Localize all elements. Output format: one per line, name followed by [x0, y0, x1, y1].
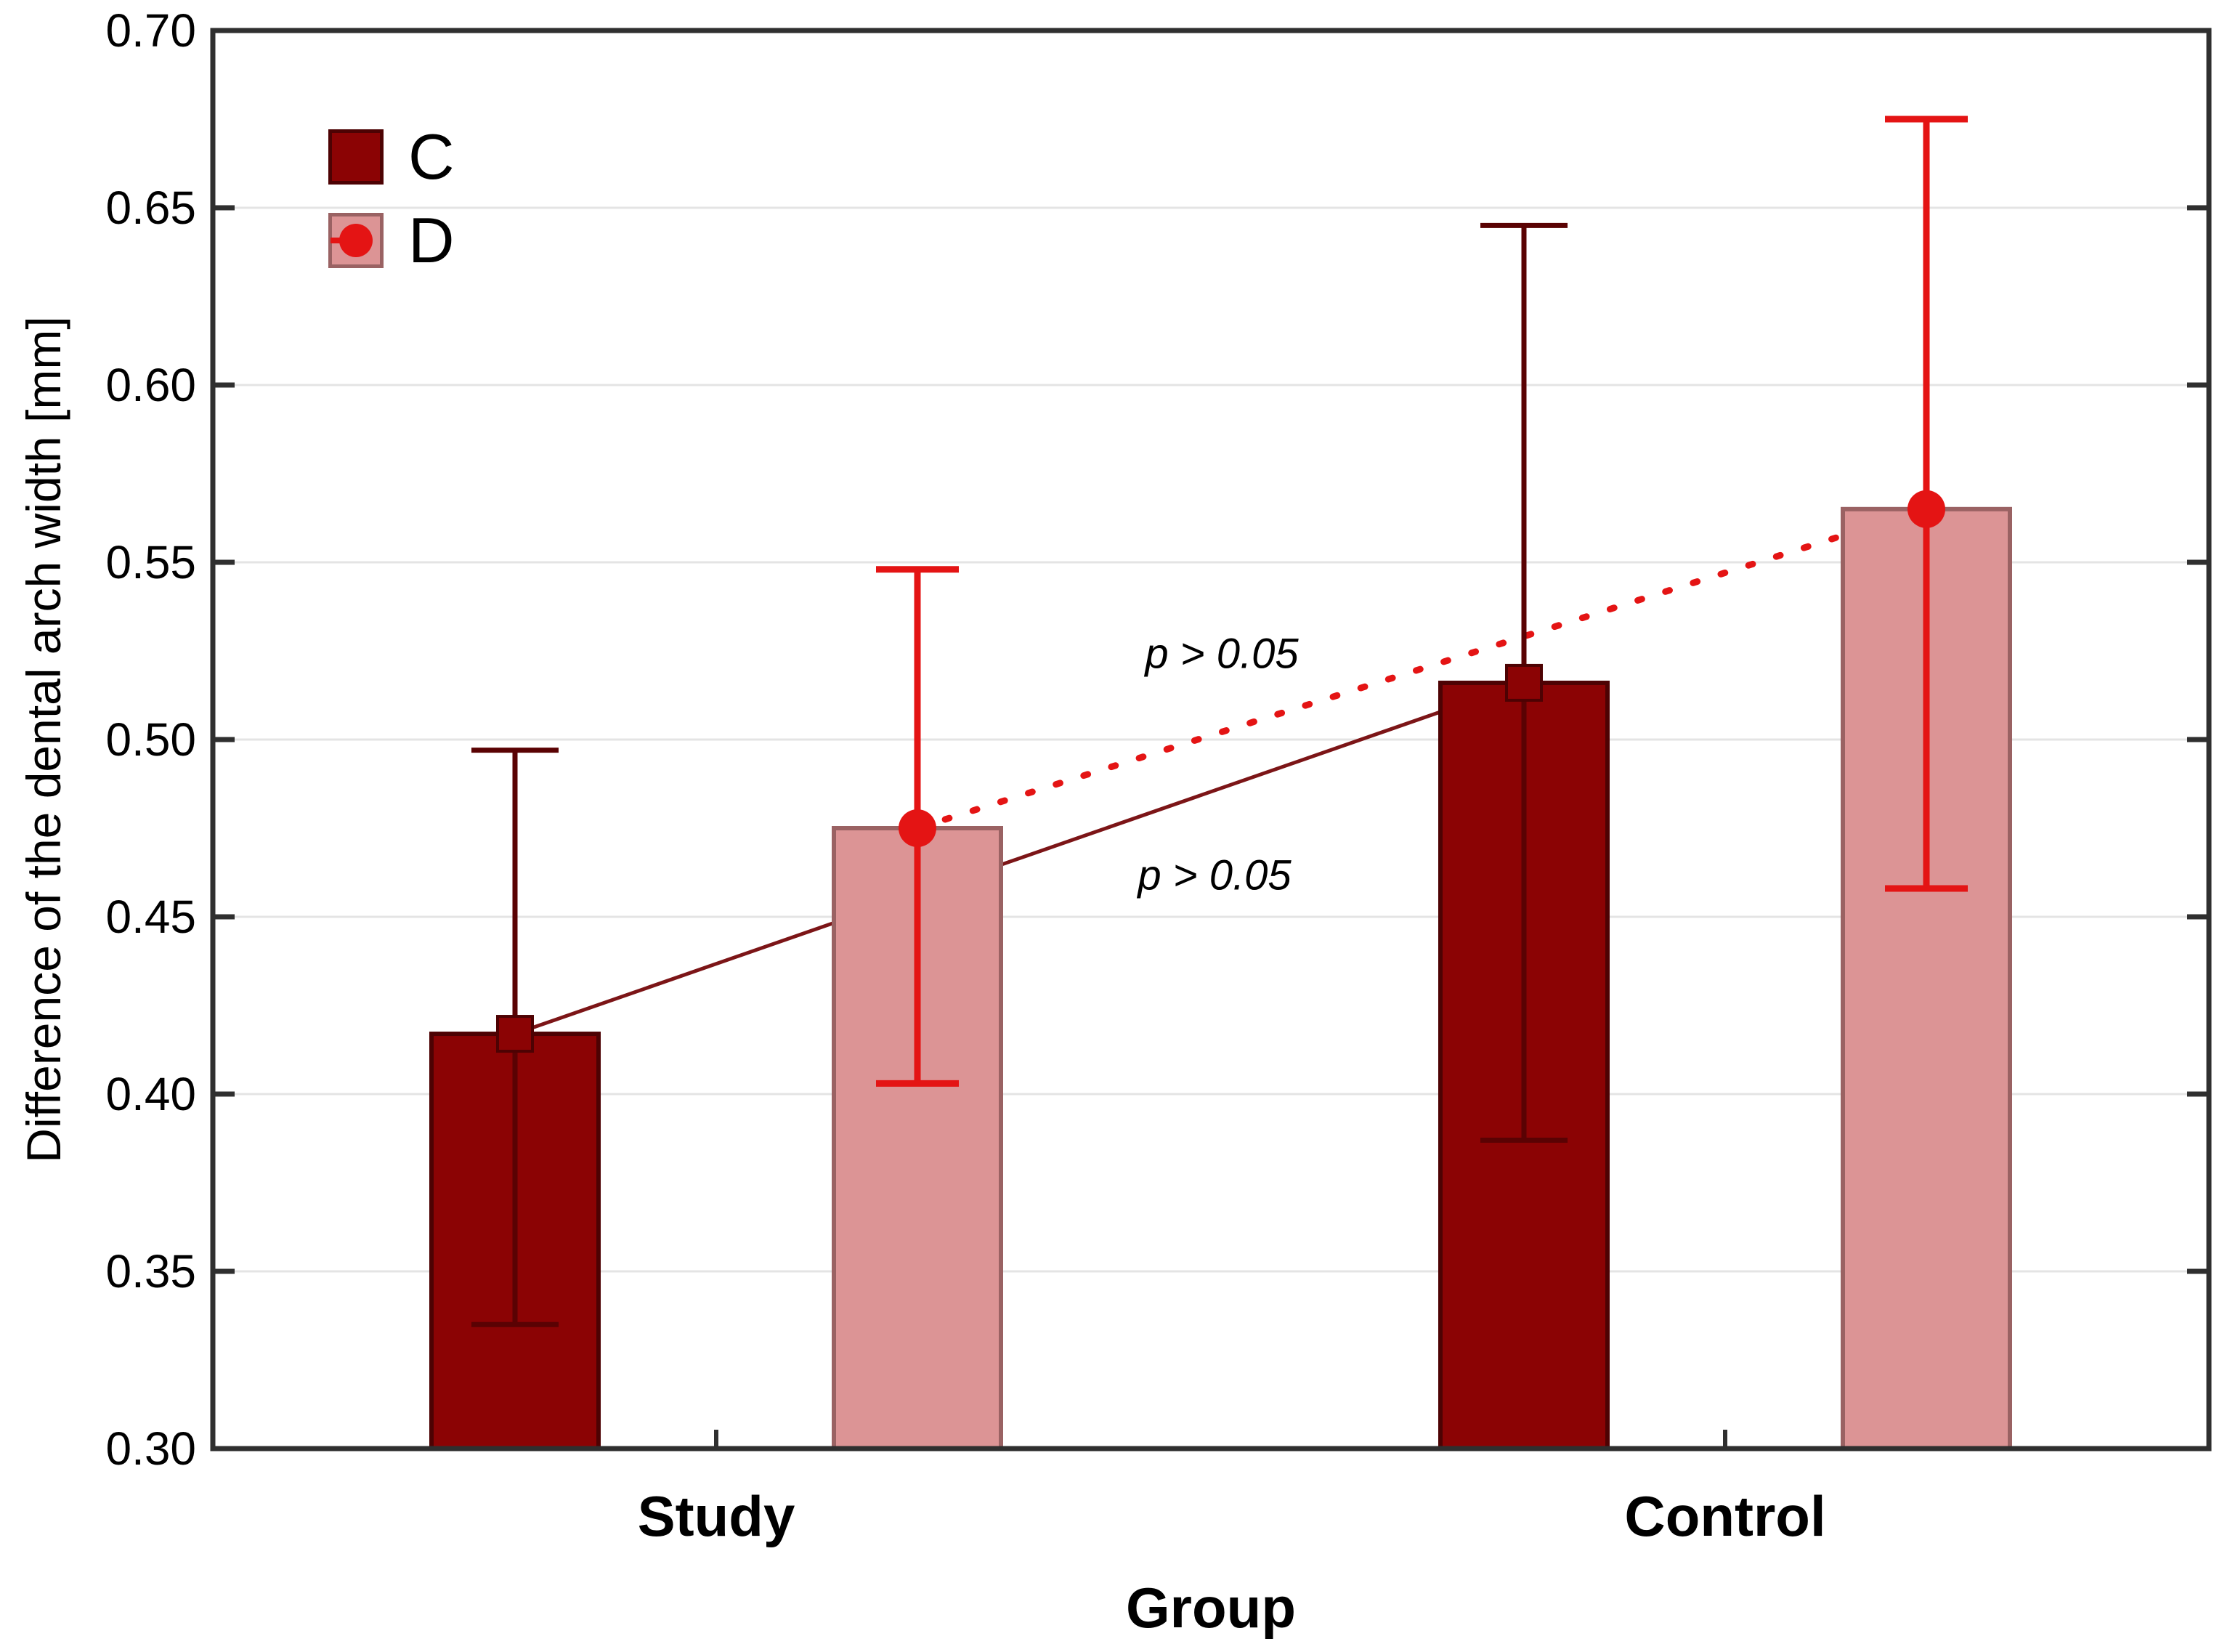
category-label-study: Study	[637, 1484, 795, 1548]
legend-item-c: C	[328, 125, 455, 189]
category-label-control: Control	[1624, 1484, 1826, 1548]
y-tick-label: 0.40	[105, 1068, 196, 1120]
y-tick-label: 0.50	[105, 713, 196, 766]
x-axis-label: Group	[1126, 1576, 1296, 1640]
connector-line-c	[514, 681, 1525, 1036]
legend-swatch-d-icon	[328, 213, 384, 268]
annotation-p-value-lower: p > 0.05	[1138, 851, 1292, 899]
mean-marker-study-c	[496, 1015, 534, 1053]
annotation-p-value-upper: p > 0.05	[1145, 630, 1299, 678]
y-tick-label: 0.70	[105, 4, 196, 57]
y-tick-label: 0.35	[105, 1245, 196, 1297]
y-tick-label: 0.60	[105, 359, 196, 411]
y-tick-label: 0.65	[105, 182, 196, 234]
connector-line-d	[914, 506, 1930, 832]
legend-item-d: D	[328, 208, 455, 272]
y-tick-label: 0.55	[105, 536, 196, 588]
mean-marker-control-d	[1907, 490, 1945, 528]
legend: C D	[328, 125, 455, 292]
mean-marker-study-d	[899, 809, 936, 847]
y-tick-label: 0.30	[105, 1422, 196, 1475]
legend-label-d: D	[408, 204, 455, 276]
legend-label-c: C	[408, 121, 455, 193]
mean-marker-control-c	[1505, 663, 1543, 702]
legend-swatch-c-icon	[328, 129, 384, 185]
y-tick-label: 0.45	[105, 891, 196, 943]
